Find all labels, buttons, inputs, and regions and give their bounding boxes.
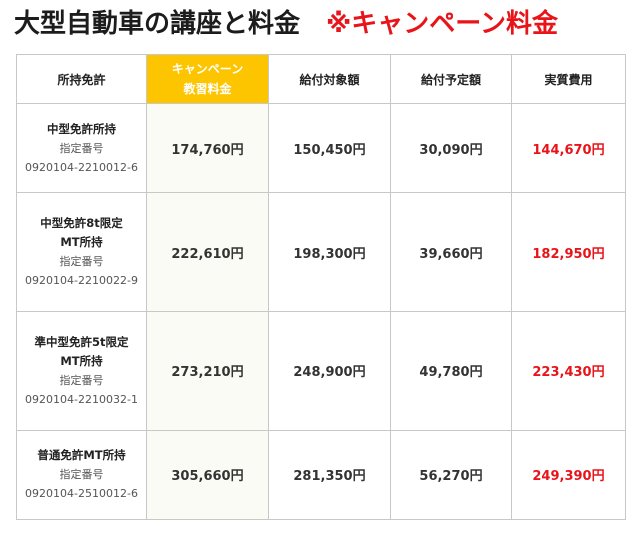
price-table: 所持免許 キャンペーン 教習料金 給付対象額 給付予定額 実質費用 中型免許所持…	[16, 54, 626, 521]
benefit-value: 49,780円	[390, 310, 512, 431]
designation-number: 0920104-2210032-1	[25, 392, 138, 406]
license-name: 中型免許所持	[47, 121, 116, 136]
table-row: 普通免許MT所持 指定番号 0920104-2510012-6 305,660円…	[16, 429, 626, 521]
designation-label: 指定番号	[59, 255, 104, 269]
campaign-fee-value: 305,660円	[146, 429, 269, 521]
title-campaign: ※キャンペーン料金	[326, 9, 558, 39]
table-row: 中型免許8t限定 MT所持 指定番号 0920104-2210022-9 222…	[16, 192, 626, 312]
subsidy-value: 248,900円	[268, 310, 391, 431]
actual-cost-value: 249,390円	[511, 429, 626, 521]
campaign-fee-value: 222,610円	[146, 192, 269, 312]
license-name: 中型免許8t限定	[40, 216, 123, 231]
benefit-value: 39,660円	[390, 192, 512, 312]
table-row: 中型免許所持 指定番号 0920104-2210012-6 174,760円 1…	[16, 102, 626, 194]
actual-cost-value: 223,430円	[511, 310, 626, 431]
license-name-line2: MT所持	[60, 353, 103, 368]
page-title: 大型自動車の講座と料金 ※キャンペーン料金	[14, 6, 558, 42]
license-name-line2: MT所持	[60, 235, 103, 250]
license-cell: 普通免許MT所持 指定番号 0920104-2510012-6	[16, 429, 147, 521]
benefit-value: 30,090円	[390, 102, 512, 194]
campaign-fee-value: 174,760円	[146, 102, 269, 194]
license-cell: 中型免許所持 指定番号 0920104-2210012-6	[16, 102, 147, 194]
table-row: 準中型免許5t限定 MT所持 指定番号 0920104-2210032-1 27…	[16, 310, 626, 431]
actual-cost-value: 144,670円	[511, 102, 626, 194]
actual-cost-value: 182,950円	[511, 192, 626, 312]
header-license: 所持免許	[16, 54, 147, 104]
subsidy-value: 281,350円	[268, 429, 391, 521]
designation-label: 指定番号	[59, 141, 104, 155]
subsidy-value: 150,450円	[268, 102, 391, 194]
license-name: 普通免許MT所持	[37, 448, 126, 463]
license-cell: 中型免許8t限定 MT所持 指定番号 0920104-2210022-9	[16, 192, 147, 312]
license-name: 準中型免許5t限定	[34, 334, 129, 349]
designation-number: 0920104-2510012-6	[25, 487, 138, 501]
designation-label: 指定番号	[59, 468, 104, 482]
benefit-value: 56,270円	[390, 429, 512, 521]
campaign-fee-value: 273,210円	[146, 310, 269, 431]
header-subsidy: 給付対象額	[268, 54, 391, 104]
header-actual: 実質費用	[511, 54, 626, 104]
title-main: 大型自動車の講座と料金	[14, 9, 301, 39]
header-campaign-fee-line1: キャンペーン	[171, 62, 244, 76]
license-cell: 準中型免許5t限定 MT所持 指定番号 0920104-2210032-1	[16, 310, 147, 431]
designation-number: 0920104-2210012-6	[25, 160, 138, 174]
header-campaign-fee-line2: 教習料金	[183, 82, 232, 96]
designation-label: 指定番号	[59, 373, 104, 387]
header-campaign-fee: キャンペーン 教習料金	[146, 54, 269, 104]
header-benefit: 給付予定額	[390, 54, 512, 104]
subsidy-value: 198,300円	[268, 192, 391, 312]
designation-number: 0920104-2210022-9	[25, 274, 138, 288]
header-row: 所持免許 キャンペーン 教習料金 給付対象額 給付予定額 実質費用	[16, 54, 626, 104]
